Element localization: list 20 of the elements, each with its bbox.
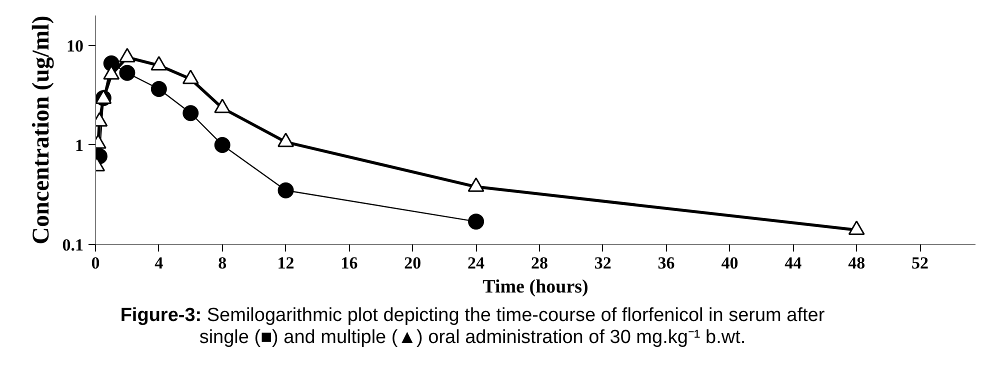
y-tick-label: 0.1	[62, 236, 84, 254]
x-tick-label: 20	[404, 254, 422, 272]
text: Figure-3: Semilogarithmic plot depicting the time-course of florfenicol in serum after single (■) and multiple (▲) oral administration of 30 mg.kg⁻¹ b.wt.	[119, 305, 826, 349]
y-tick-label: 1	[75, 136, 84, 155]
x-tick-label: 12	[277, 254, 294, 272]
x-tick-label: 0	[91, 254, 100, 272]
x-tick-label: 24	[468, 254, 486, 272]
x-tick-label: 4	[154, 254, 164, 272]
x-tick-label: 48	[848, 254, 866, 272]
y-tick-label: 10	[66, 36, 84, 56]
y-axis-title: Concentration (ug/ml)	[28, 16, 54, 244]
x-tick-label: 36	[658, 254, 675, 272]
x-tick-label: 52	[912, 254, 929, 272]
x-tick-label: 16	[340, 254, 358, 272]
x-tick-label: 44	[784, 254, 802, 272]
x-tick-label: 28	[530, 254, 548, 272]
x-tick-label: 8	[218, 254, 227, 272]
x-tick-label: 32	[594, 254, 612, 272]
x-tick-label: 40	[721, 254, 738, 272]
x-axis-title: Time (hours)	[482, 276, 588, 298]
